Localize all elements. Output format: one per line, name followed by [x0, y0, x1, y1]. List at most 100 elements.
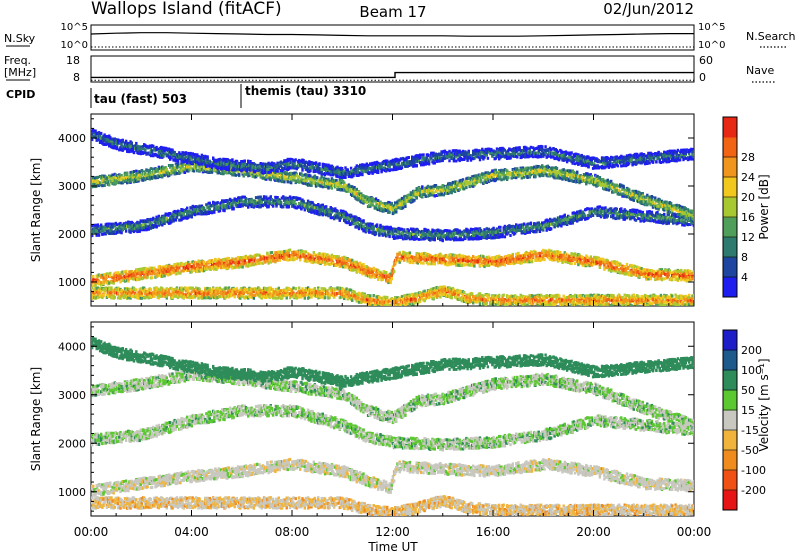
power-cell	[597, 293, 600, 297]
power-cell	[647, 277, 650, 281]
power-cell	[590, 300, 594, 304]
power-cell	[276, 288, 279, 292]
power-cell	[625, 262, 629, 266]
power-cell	[513, 258, 517, 262]
nave-tick-bottom: 0	[699, 71, 706, 84]
power-cell	[486, 297, 490, 301]
power-cell	[270, 251, 274, 254]
power-cell	[598, 302, 602, 306]
power-cell	[253, 255, 257, 259]
power-cell	[197, 296, 200, 300]
power-cell	[408, 254, 412, 258]
power-cell	[660, 277, 664, 281]
power-cell	[287, 252, 291, 256]
power-cell	[117, 271, 120, 275]
power-cell	[498, 293, 501, 297]
power-cell	[677, 277, 681, 281]
power-cell	[389, 279, 392, 283]
power-cell	[105, 229, 109, 233]
frequency-strip: Freq. [MHz] 18 8 60 0 Nave	[4, 54, 776, 84]
power-cell	[260, 296, 263, 300]
power-cell	[681, 271, 684, 275]
power-cell	[149, 268, 153, 272]
power-cell	[101, 232, 104, 236]
power-cell	[559, 303, 562, 306]
power-cell	[333, 290, 336, 294]
power-cell	[361, 272, 364, 276]
power-cell	[621, 296, 624, 300]
power-cell	[459, 254, 462, 258]
power-cell	[365, 298, 369, 302]
power-cell	[453, 260, 457, 264]
power-cell	[437, 294, 440, 298]
power-cell	[94, 281, 97, 285]
power-cell	[249, 254, 252, 258]
power-cell	[503, 298, 507, 301]
power-cell	[435, 254, 439, 258]
power-cell	[254, 259, 258, 263]
power-cell	[146, 273, 149, 277]
power-cell	[196, 262, 199, 266]
power-cell	[528, 297, 531, 301]
power-cell	[266, 251, 269, 255]
power-cell	[127, 277, 130, 281]
power-cell	[632, 266, 635, 270]
power-cell	[238, 260, 241, 264]
power-cell	[569, 259, 572, 263]
power-cell	[433, 292, 436, 296]
power-cell	[576, 303, 579, 306]
power-cell	[323, 296, 327, 300]
power-cell	[228, 291, 232, 295]
power-cell	[222, 294, 225, 298]
power-cell	[401, 252, 405, 256]
power-cell	[531, 253, 535, 257]
power-cell	[545, 296, 548, 300]
power-cell	[554, 293, 557, 297]
power-cell	[589, 255, 592, 259]
power-cell	[505, 294, 509, 298]
power-cell	[109, 274, 112, 278]
power-cell	[391, 268, 395, 271]
power-cell	[274, 296, 277, 300]
power-cell	[377, 304, 380, 306]
power-cell	[96, 286, 100, 290]
power-cell	[614, 269, 617, 273]
power-cell	[430, 287, 433, 291]
power-cell	[110, 296, 113, 300]
power-cell	[524, 255, 527, 259]
power-cell	[354, 265, 357, 269]
power-cell	[686, 299, 690, 303]
power-cell	[346, 296, 349, 300]
power-cell	[130, 275, 133, 279]
power-cell	[326, 262, 329, 266]
power-cell	[342, 265, 345, 269]
power-cell	[433, 262, 436, 266]
power-cell	[380, 278, 383, 282]
power-cell	[348, 259, 352, 263]
power-cell	[615, 265, 618, 269]
power-cell	[214, 294, 217, 298]
power-cell	[408, 294, 412, 297]
power-cell	[680, 296, 683, 300]
power-cell	[139, 219, 142, 223]
power-cell	[175, 265, 179, 269]
power-cell	[482, 255, 485, 259]
power-cell	[328, 296, 331, 300]
power-cell	[258, 288, 261, 292]
power-cell	[409, 297, 413, 301]
power-cell	[219, 258, 223, 262]
power-cell	[633, 302, 637, 306]
power-cell	[134, 295, 137, 299]
power-cell	[479, 297, 483, 301]
power-cell	[559, 257, 562, 261]
power-cell	[292, 286, 295, 290]
power-cell	[406, 257, 409, 261]
power-cell	[145, 267, 148, 271]
power-cell	[505, 298, 509, 302]
power-cell	[366, 266, 370, 270]
power-cell	[318, 258, 321, 262]
power-cell	[489, 257, 492, 261]
power-cell	[235, 264, 239, 268]
power-cell	[171, 287, 174, 291]
power-cell	[240, 256, 243, 259]
